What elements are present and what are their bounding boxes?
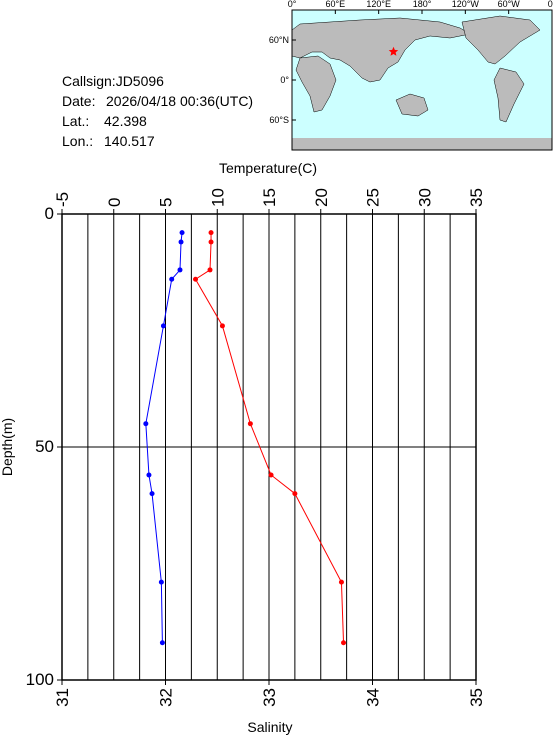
profile-point — [247, 421, 253, 427]
position-marker — [388, 46, 399, 56]
x2-tick-label: 15 — [260, 188, 279, 207]
profile-point — [159, 640, 165, 646]
africa — [295, 55, 337, 113]
map-lon-label: 60°W — [498, 0, 521, 9]
profile-point — [208, 230, 214, 236]
profile-line — [145, 232, 183, 643]
profile-point — [341, 640, 347, 646]
profile-point — [179, 230, 185, 236]
map-lat-label: 0° — [280, 75, 289, 85]
map-lon-label: 180° — [413, 0, 432, 9]
callsign: Callsign:JD5096 — [62, 73, 164, 89]
x-tick-label: 35 — [467, 688, 486, 707]
profile-line — [194, 232, 345, 643]
profile-point — [146, 472, 152, 478]
south-america — [493, 67, 525, 123]
x-tick-label: 32 — [157, 688, 176, 707]
x2-tick-label: 20 — [312, 188, 331, 207]
profile-point — [169, 276, 175, 282]
map-lon-label: 120°W — [452, 0, 480, 9]
profile-point — [207, 267, 213, 273]
x2-tick-label: 35 — [467, 188, 486, 207]
north-america — [461, 15, 541, 65]
map-lat-label: 60°N — [269, 35, 289, 45]
x2-tick-label: 0 — [105, 198, 124, 207]
profile-point — [160, 323, 166, 329]
profile-point — [219, 323, 225, 329]
profile-point — [178, 239, 184, 245]
plot-frame — [61, 213, 477, 681]
x2-tick-label: 30 — [415, 188, 434, 207]
profile-point — [292, 491, 298, 497]
lon: 140.517 — [104, 133, 155, 149]
profile-point — [338, 579, 344, 585]
x-tick-label: 33 — [260, 688, 279, 707]
x2-tick-label: 10 — [208, 188, 227, 207]
x-tick-label: 34 — [364, 688, 383, 707]
profile-point — [158, 579, 164, 585]
map-lon-label: 0° — [288, 0, 297, 9]
australia — [395, 93, 429, 117]
lat: 42.398 — [104, 113, 147, 129]
profile-point — [208, 239, 214, 245]
profile-point — [143, 421, 149, 427]
profile-point — [149, 491, 155, 497]
lat-label: Lat.: — [62, 113, 89, 129]
y-tick-label: 0 — [45, 204, 54, 223]
x-tick-label: 31 — [53, 688, 72, 707]
lon-label: Lon.: — [62, 133, 93, 149]
y-tick-label: 50 — [35, 437, 54, 456]
map-lon-label: 0° — [548, 0, 553, 9]
map-lon-label: 60°E — [326, 0, 346, 9]
map-lon-label: 120°E — [366, 0, 391, 9]
date-label: Date: — [62, 93, 95, 109]
x2-tick-label: 5 — [157, 198, 176, 207]
antarctica — [292, 138, 552, 150]
y-axis-label: Depth(m) — [0, 418, 15, 476]
profile-point — [268, 472, 274, 478]
x2-axis-label: Temperature(C) — [219, 160, 317, 176]
profile-point — [177, 267, 183, 273]
x-axis-label: Salinity — [247, 719, 292, 735]
map-lat-label: 60°S — [269, 115, 289, 125]
world-map — [291, 9, 553, 151]
y-tick-label: 100 — [26, 670, 54, 689]
profile-point — [193, 276, 199, 282]
x2-tick-label: -5 — [53, 192, 72, 207]
date: 2026/04/18 00:36(UTC) — [106, 93, 253, 109]
eurasia — [291, 17, 471, 83]
x2-tick-label: 25 — [364, 188, 383, 207]
